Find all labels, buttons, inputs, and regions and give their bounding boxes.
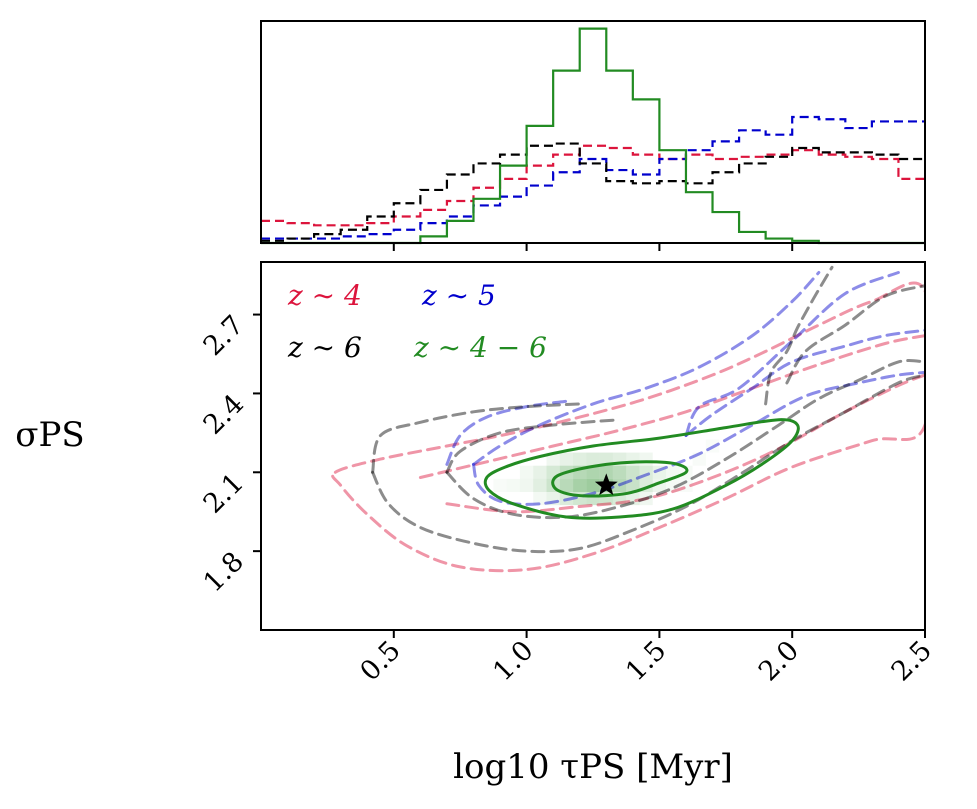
- histogram-series-z-5: [261, 115, 925, 240]
- marginal-axes-frame: [260, 20, 926, 244]
- legend-entry-z4-6: z ∼ 4 − 6: [413, 331, 547, 364]
- best-fit-star: [594, 473, 618, 496]
- contour-z-5-level-3: [684, 328, 925, 437]
- contour-z-6-level-3: [445, 359, 925, 520]
- density-cell: [612, 465, 627, 479]
- density-cell: [626, 478, 640, 492]
- density-cell: [599, 465, 613, 479]
- legend-entry-z6: z ∼ 6: [287, 331, 362, 364]
- legend-entry-z5: z ∼ 5: [421, 279, 496, 312]
- contour-z-4-level-0: [331, 281, 925, 573]
- density-cell: [559, 478, 574, 492]
- legend-entry-z4: z ∼ 4: [287, 279, 362, 312]
- density-cell: [626, 465, 640, 479]
- legend: z ∼ 4 z ∼ 5 z ∼ 6 z ∼ 4 − 6: [287, 279, 547, 364]
- marginal-histogram-panel: [260, 20, 926, 251]
- density-cell: [506, 478, 520, 492]
- contour-z-5-level-2: [445, 399, 568, 466]
- density-cell: [546, 452, 560, 466]
- x-tick-label: 1.5: [620, 635, 672, 687]
- x-tick-label: 2.0: [753, 635, 805, 687]
- density-cell: [546, 492, 560, 506]
- y-axis-label: σPS: [15, 415, 84, 455]
- density-cell: [519, 478, 534, 492]
- marginal-x-ticks: [392, 243, 926, 251]
- contour-z-5-level-4: [684, 271, 900, 437]
- histogram-series-group: [261, 27, 925, 245]
- contour-z-6-level-1: [371, 373, 925, 554]
- density-cell: [493, 479, 506, 492]
- density-cell: [586, 465, 600, 479]
- x-axis-label: log10 τPS [Myr]: [453, 747, 733, 787]
- best-fit-marker-group: [594, 473, 618, 496]
- density-cell: [639, 492, 653, 506]
- contour-z-6-level-2: [445, 418, 622, 474]
- density-cell: [586, 478, 600, 492]
- contour-z-6-level-0: [371, 402, 582, 474]
- contour-z-4-6-level-0: [483, 418, 800, 520]
- contour-z-6-level-4: [764, 265, 834, 406]
- contour-z-6-level-5: [785, 284, 925, 385]
- density-cell: [533, 492, 547, 506]
- contour-z-5-level-0: [472, 271, 821, 466]
- density-cell: [652, 465, 667, 479]
- x-tick-label: 2.5: [886, 635, 938, 687]
- density-cell: [533, 478, 547, 492]
- contour-z-4-level-2: [445, 373, 925, 514]
- joint-contour-panel: 0.5 1.0 1.5 2.0 2.5 1.8 2.1 2.4 2.7 z ∼ 4 z ∼ 5 …: [15, 261, 938, 787]
- contour-z-4-level-1: [418, 334, 925, 479]
- contour-z-5-level-1: [472, 370, 925, 506]
- density-cell: [639, 465, 653, 479]
- density-cell: [626, 492, 640, 506]
- joint-axes-frame: [260, 261, 926, 631]
- contour-z-4-6-level-1: [551, 460, 689, 498]
- histogram-series-z-6: [261, 142, 925, 242]
- x-tick-label: 1.0: [487, 635, 539, 687]
- density-cell: [639, 452, 653, 466]
- density-cell: [573, 452, 587, 466]
- density-cell: [599, 452, 613, 466]
- density-cell: [559, 452, 574, 466]
- y-tick-label: 2.7: [198, 310, 250, 362]
- histogram-series-z-4: [261, 144, 925, 227]
- y-tick-label: 2.4: [198, 388, 250, 440]
- density-cell: [586, 452, 600, 466]
- density-cell: [519, 465, 534, 479]
- histogram-series-z-4-6: [261, 27, 925, 245]
- x-tick-label: 0.5: [354, 635, 406, 687]
- density-cell: [533, 465, 547, 479]
- density-cell: [573, 478, 587, 492]
- y-tick-label: 1.8: [198, 546, 250, 598]
- y-tick-label: 2.1: [198, 467, 250, 519]
- contour-group: [331, 265, 925, 573]
- density-cell: [666, 478, 680, 492]
